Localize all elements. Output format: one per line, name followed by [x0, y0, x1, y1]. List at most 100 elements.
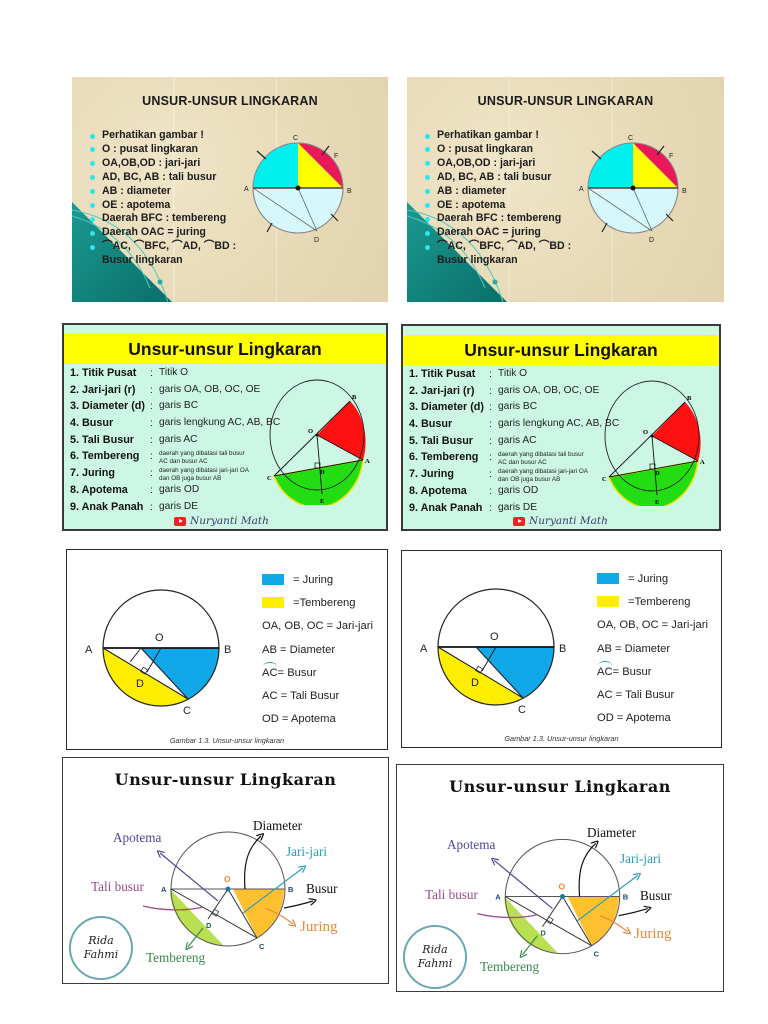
brand-credit: Nuryanti Math: [513, 515, 608, 527]
point-label-a: A: [85, 644, 93, 656]
legend-item-jarijari: OA, OB, OC = Jari-jari: [597, 619, 708, 632]
youtube-icon: [174, 516, 186, 526]
figure-caption: Gambar 1.3. Unsur-unsur lingkaran: [169, 736, 285, 745]
definition: garis OA, OB, OC, OE: [159, 383, 261, 395]
legend-item-busur: AC = Busur: [597, 660, 652, 678]
slide-title: UNSUR-UNSUR LINGKARAN: [477, 94, 654, 108]
circle-diagram: O B A C D E: [602, 380, 705, 506]
bullet-item: Perhatikan gambar !: [425, 129, 571, 143]
circle-diagram: O A B C D: [420, 588, 566, 716]
point-label-f: F: [669, 153, 673, 160]
point-label-a: A: [244, 186, 249, 193]
bullet-item: ⌒AC, ⌒BFC, ⌒AD, ⌒BD :: [425, 240, 571, 254]
term: 3. Diameter (d): [409, 401, 484, 414]
point-label-d: D: [320, 469, 325, 476]
bullet-item: Daerah BFC : tembereng: [425, 212, 571, 226]
author-stamp: Rida Fahmi: [69, 916, 133, 980]
tembereng-swatch: [262, 597, 284, 609]
label-diameter: Diameter: [253, 818, 303, 833]
legend-item-busur: AC = Busur: [262, 661, 317, 679]
point-label-o: O: [224, 874, 231, 884]
label-tembereng: Tembereng: [146, 950, 206, 965]
bullet-item: O : pusat lingkaran: [90, 143, 236, 157]
label-juring: Juring: [634, 926, 672, 942]
label-jarijari: Jari-jari: [620, 851, 662, 866]
slide-bullet-list: Perhatikan gambar ! O : pusat lingkaran …: [90, 129, 236, 266]
nuryanti-panel-right: Unsur-unsur Lingkaran 1. Titik Pusat: Tit…: [401, 324, 721, 531]
point-label-a: A: [161, 885, 167, 894]
arc-symbol: AC: [262, 661, 278, 679]
definition-row: 5. Tali Busur: garis AC: [409, 434, 537, 447]
term: 2. Jari-jari (r): [409, 384, 475, 397]
term: 4. Busur: [409, 418, 453, 431]
label-tembereng: Tembereng: [480, 959, 540, 974]
bullet-item: O : pusat lingkaran: [425, 143, 571, 157]
definition: garis OD: [498, 484, 539, 496]
legend: = Juring =Tembereng OA, OB, OC = Jari-ja…: [597, 567, 708, 730]
point-label-o: O: [490, 631, 499, 643]
slide-bullet-list: Perhatikan gambar ! O : pusat lingkaran …: [425, 129, 571, 266]
definition: garis OA, OB, OC, OE: [498, 384, 600, 396]
definition: garis AC: [498, 434, 537, 446]
slide-panel-right: UNSUR-UNSUR LINGKARAN Perhatikan gambar …: [407, 77, 724, 302]
circle-diagram: O A B C D: [85, 589, 231, 717]
term: 2. Jari-jari (r): [70, 383, 136, 396]
definition: daerah yang dibatasi jari-jari OA dan OB …: [498, 468, 588, 484]
point-label-a: A: [420, 643, 428, 655]
definition-row: 1. Titik Pusat: Titik O: [409, 368, 528, 380]
point-label-c: C: [594, 950, 600, 959]
nuryanti-panel-left: Unsur-unsur Lingkaran 1. Titik Pusat: Tit…: [62, 323, 388, 531]
point-label-o: O: [308, 428, 313, 435]
bullet-item: Daerah OAC = juring: [425, 226, 571, 240]
term: 5. Tali Busur: [70, 433, 134, 446]
definition: garis BC: [498, 401, 538, 413]
term: 4. Busur: [70, 417, 114, 430]
definition-row: 7. Juring: daerah yang dibatasi jari-jari…: [70, 467, 249, 483]
point-label-b: B: [288, 885, 294, 894]
nuryanti-header: Unsur-unsur Lingkaran: [64, 334, 386, 364]
definition: Titik O: [159, 367, 189, 378]
point-label-d: D: [649, 237, 654, 244]
definition-list: 1. Titik Pusat: Titik O 2. Jari-jari (r):…: [70, 367, 280, 517]
term: 5. Tali Busur: [409, 434, 473, 447]
bullet-item: AD, BC, AB : tali busur: [425, 171, 571, 185]
bullet-continuation: Busur lingkaran: [437, 254, 518, 267]
point-label-e: E: [320, 498, 324, 505]
teal-corner-decoration: [407, 202, 507, 302]
point-label-c: C: [602, 476, 607, 483]
point-label-c: C: [267, 475, 272, 482]
youtube-icon: [513, 516, 525, 526]
gambar-panel-left: O A B C D = Juring =Tembereng OA, OB, OC…: [66, 549, 388, 750]
circle-diagram: O B A C D E: [267, 379, 370, 505]
term: 6. Tembereng: [70, 450, 140, 463]
term: 9. Anak Panah: [70, 500, 144, 513]
ridafahmi-panel-left: Unsur-unsur Lingkaran O A B C D Diame: [62, 757, 389, 984]
definition-row: 6. Tembereng: daerah yang dibatasi tali b…: [70, 450, 245, 466]
legend-item-diameter: AB = Diameter: [262, 643, 336, 656]
label-busur: Busur: [640, 888, 672, 903]
definition: daerah yang dibatasi tali busur AC dan bu…: [498, 451, 584, 467]
definition: garis BC: [159, 400, 199, 412]
point-label-c: C: [183, 705, 191, 717]
point-label-d: D: [471, 677, 479, 689]
legend-item-diameter: AB = Diameter: [597, 642, 671, 655]
point-label-a: A: [495, 893, 501, 902]
definition-row: 9. Anak Panah: garis DE: [409, 501, 538, 514]
definition-row: 2. Jari-jari (r): garis OA, OB, OC, OE: [409, 384, 600, 397]
circle-diagram: O A B C D: [142, 831, 389, 951]
point-label-c: C: [293, 135, 298, 142]
label-talibusur: Tali busur: [91, 879, 144, 894]
point-label-b: B: [559, 643, 566, 655]
juring-swatch: [262, 574, 284, 586]
term: 7. Juring: [409, 468, 454, 481]
definition: garis OD: [159, 483, 200, 495]
legend-item-juring: = Juring: [262, 568, 373, 591]
legend-item-jarijari: OA, OB, OC = Jari-jari: [262, 620, 373, 633]
bullet-item: OE : apotema: [425, 199, 571, 213]
point-label-d: D: [655, 470, 660, 477]
teal-corner-decoration: [72, 202, 172, 302]
circle-diagram: C F A B D: [244, 135, 352, 244]
point-label-c: C: [259, 942, 265, 951]
definition-row: 5. Tali Busur: garis AC: [70, 433, 198, 446]
bullet-item: OA,OB,OD : jari-jari: [425, 157, 571, 171]
